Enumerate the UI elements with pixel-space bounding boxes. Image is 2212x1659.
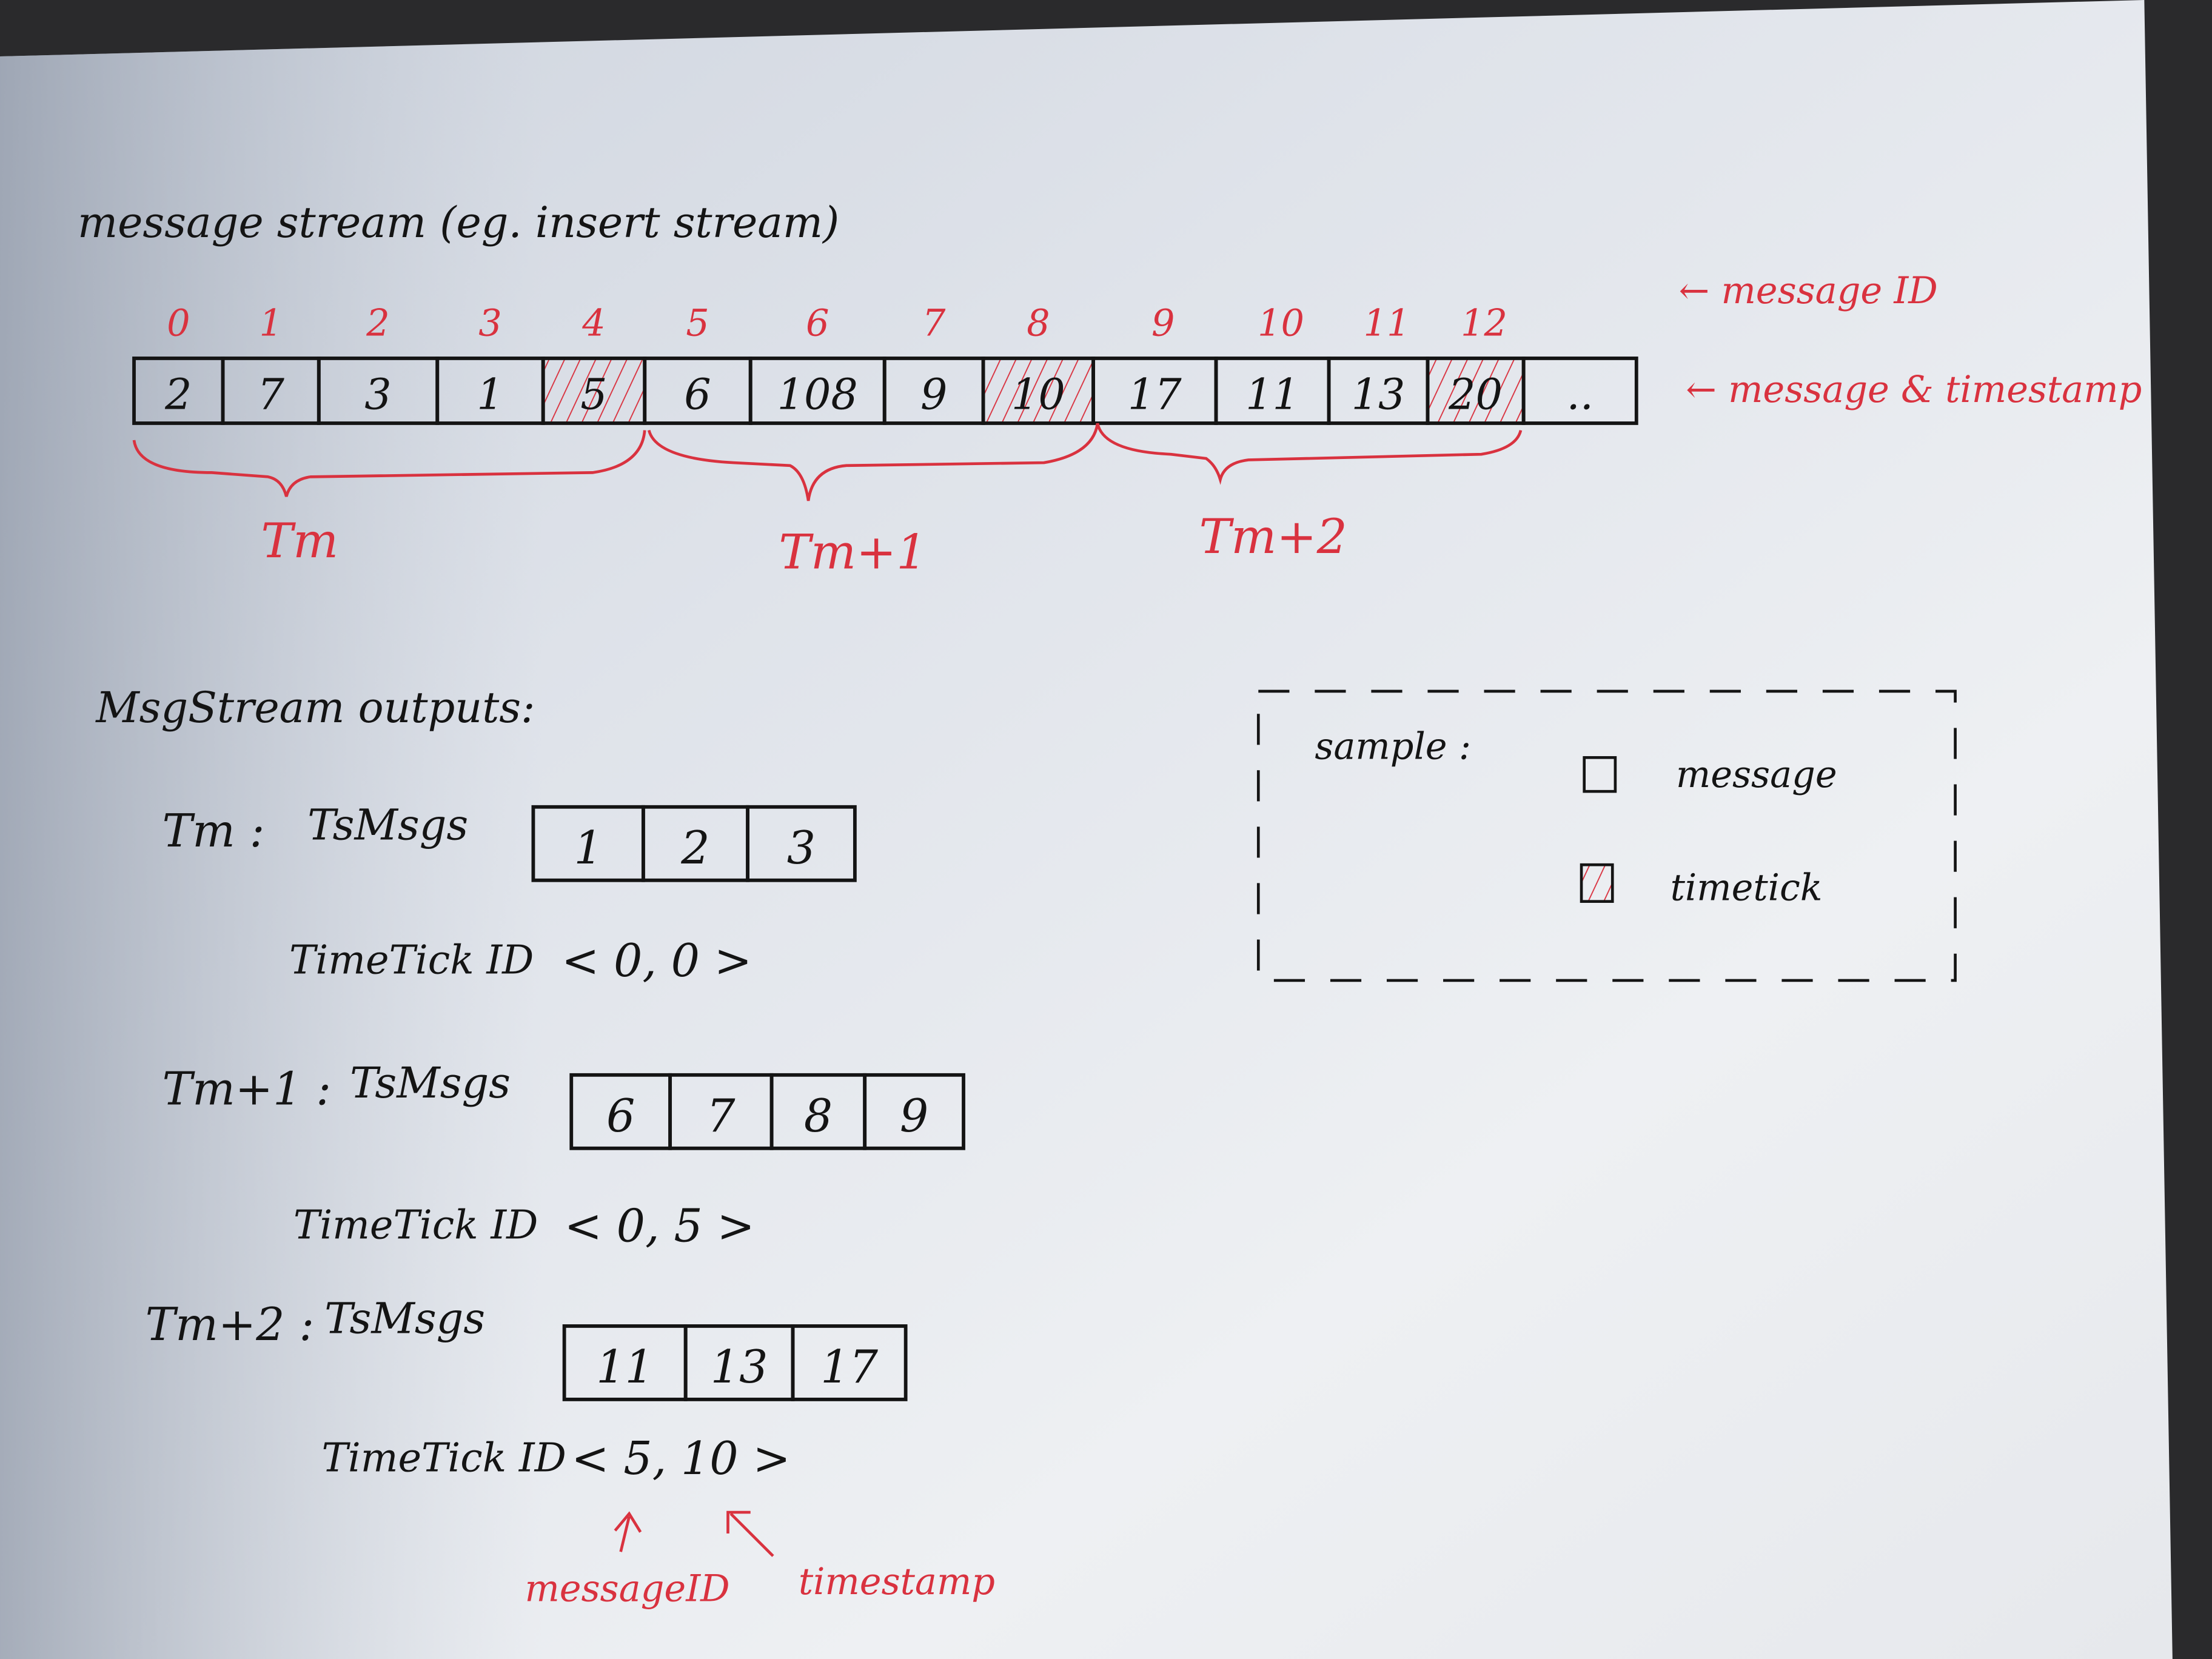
tsmsg-value: 3 xyxy=(787,822,816,874)
legend-border xyxy=(1256,689,1957,982)
tsmsg-value: 8 xyxy=(804,1090,833,1142)
timetick-cell xyxy=(981,357,1095,425)
cell-value: 7 xyxy=(257,370,284,420)
tsmsg-value: 6 xyxy=(606,1090,635,1142)
message-cell xyxy=(1521,357,1638,425)
cell-value: 17 xyxy=(1128,370,1182,420)
tsmsg-value: 2 xyxy=(680,822,709,874)
timetick-id-value: < 0, 0 > xyxy=(561,934,752,987)
tsmsg-value: 7 xyxy=(706,1090,736,1142)
arrow-up-left-icon xyxy=(726,1510,774,1557)
legend-timetick-swatch xyxy=(1580,863,1614,903)
tsmsgs-label: TsMsgs xyxy=(324,1295,485,1344)
legend-message-label: message xyxy=(1676,754,1837,796)
timetick-id-value: < 0, 5 > xyxy=(565,1199,755,1252)
output-row: Tm : TsMsgs 1 2 3 TimeTick ID < 0, 0 > xyxy=(163,800,857,987)
output-period: Tm : xyxy=(163,805,265,857)
tsmsg-value: 17 xyxy=(820,1341,878,1393)
cell-value: 10 xyxy=(1011,370,1065,420)
legend: sample : message timetick xyxy=(1256,689,1957,982)
label-message-timestamp: ← message & timestamp xyxy=(1686,369,2142,411)
group-braces xyxy=(132,423,1523,501)
timetick-id-value: < 5, 10 > xyxy=(571,1432,790,1485)
legend-title: sample : xyxy=(1315,726,1471,768)
stream-title: message stream (eg. insert stream) xyxy=(78,198,839,247)
tsmsg-cell xyxy=(746,805,857,882)
cell-value: 2 xyxy=(164,370,192,420)
message-id: 5 xyxy=(686,303,709,345)
timetick-cell xyxy=(541,357,647,425)
group-label-tm1: Tm+1 xyxy=(779,525,927,580)
message-id: 12 xyxy=(1461,303,1507,345)
cell-value: 108 xyxy=(777,370,858,420)
label-message-id: ← message ID xyxy=(1679,270,1938,312)
message-id: 2 xyxy=(366,303,389,345)
cell-value: 20 xyxy=(1448,370,1503,420)
output-period: Tm+1 : xyxy=(163,1063,332,1116)
tsmsg-value: 13 xyxy=(711,1341,768,1393)
message-id: 6 xyxy=(806,303,829,345)
group-label-tm: Tm xyxy=(261,513,338,569)
tsmsg-cell xyxy=(791,1324,908,1401)
annotation-arrows xyxy=(614,1510,774,1557)
brace-tm2 xyxy=(1096,423,1523,485)
arrow-up-icon xyxy=(614,1511,642,1552)
timetick-id-label: TimeTick ID xyxy=(289,937,534,983)
tsmsg-value: 1 xyxy=(574,822,602,874)
message-id: 11 xyxy=(1364,303,1410,345)
tsmsgs-label: TsMsgs xyxy=(307,800,468,850)
message-id: 0 xyxy=(167,303,190,345)
message-id: 8 xyxy=(1027,303,1050,345)
tsmsgs-label: TsMsgs xyxy=(350,1059,511,1108)
timetick-id-label: TimeTick ID xyxy=(321,1436,566,1481)
annotation-message-id: messageID xyxy=(525,1568,729,1610)
outputs-section: Tm : TsMsgs 1 2 3 TimeTick ID < 0, 0 > Tm+1 : Ts… xyxy=(146,800,965,1485)
timetick-id-label: TimeTick ID xyxy=(293,1203,538,1248)
timetick-cell xyxy=(1426,357,1526,425)
output-row: Tm+2 : TsMsgs 11 13 17 TimeTick ID < 5, 10 > xyxy=(146,1295,908,1485)
cell-value: 1 xyxy=(477,370,503,420)
cell-value: 5 xyxy=(580,370,607,420)
cell-value: .. xyxy=(1567,370,1594,420)
output-period: Tm+2 : xyxy=(146,1298,315,1351)
cell-value: 13 xyxy=(1352,370,1406,420)
outputs-heading: MsgStream outputs: xyxy=(95,683,535,732)
message-id: 3 xyxy=(478,303,501,345)
message-id: 7 xyxy=(922,303,946,345)
cell-value: 6 xyxy=(684,370,711,420)
legend-message-swatch xyxy=(1583,756,1617,793)
brace-tm xyxy=(132,430,646,497)
output-row: Tm+1 : TsMsgs 6 7 8 9 TimeTick ID < 0, 5 > xyxy=(163,1059,965,1252)
cell-value: 3 xyxy=(364,370,391,420)
message-id: 1 xyxy=(259,303,282,345)
annotation-timestamp: timestamp xyxy=(799,1561,995,1603)
tsmsg-value: 9 xyxy=(900,1090,928,1142)
message-id: 10 xyxy=(1258,303,1304,345)
message-id: 4 xyxy=(581,303,605,345)
tsmsg-cell xyxy=(863,1073,965,1150)
cell-value: 11 xyxy=(1245,370,1299,420)
legend-timetick-label: timetick xyxy=(1671,866,1823,909)
message-id: 9 xyxy=(1151,303,1175,345)
brace-tm1 xyxy=(647,423,1099,501)
cell-value: 9 xyxy=(920,370,947,420)
group-label-tm2: Tm+2 xyxy=(1199,509,1347,565)
tsmsg-value: 11 xyxy=(596,1341,654,1393)
